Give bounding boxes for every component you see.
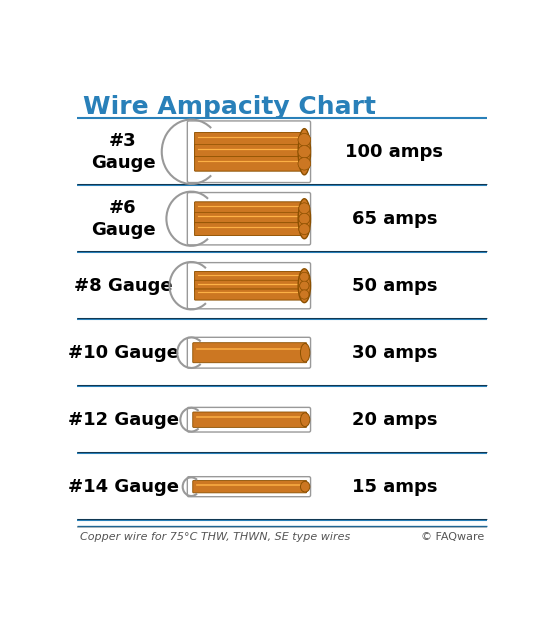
Text: #6
Gauge: #6 Gauge <box>91 198 155 239</box>
FancyBboxPatch shape <box>195 289 305 300</box>
Ellipse shape <box>298 269 311 302</box>
FancyBboxPatch shape <box>192 342 307 362</box>
Circle shape <box>300 281 309 290</box>
Circle shape <box>299 223 310 235</box>
Circle shape <box>300 281 309 290</box>
Text: 100 amps: 100 amps <box>345 143 443 161</box>
Ellipse shape <box>300 481 310 492</box>
FancyBboxPatch shape <box>195 212 305 225</box>
FancyBboxPatch shape <box>192 412 307 428</box>
FancyBboxPatch shape <box>188 193 311 245</box>
FancyBboxPatch shape <box>188 337 311 368</box>
Circle shape <box>299 213 310 224</box>
Circle shape <box>298 133 311 146</box>
Ellipse shape <box>298 128 311 175</box>
FancyBboxPatch shape <box>195 272 305 282</box>
FancyBboxPatch shape <box>195 212 305 225</box>
Circle shape <box>300 272 309 282</box>
FancyBboxPatch shape <box>188 476 311 496</box>
Text: #8 Gauge: #8 Gauge <box>74 277 172 295</box>
FancyBboxPatch shape <box>195 223 305 235</box>
Ellipse shape <box>298 198 311 239</box>
FancyBboxPatch shape <box>195 212 305 225</box>
Text: 15 amps: 15 amps <box>351 478 437 496</box>
FancyBboxPatch shape <box>188 263 311 309</box>
Text: © FAQware: © FAQware <box>421 532 484 542</box>
Text: Copper wire for 75°C THW, THWN, SE type wires: Copper wire for 75°C THW, THWN, SE type … <box>80 532 350 542</box>
Circle shape <box>299 213 310 224</box>
FancyBboxPatch shape <box>188 408 311 432</box>
Circle shape <box>298 133 311 146</box>
Circle shape <box>298 158 311 170</box>
FancyBboxPatch shape <box>195 272 305 282</box>
FancyBboxPatch shape <box>195 156 305 171</box>
FancyBboxPatch shape <box>195 145 305 159</box>
Circle shape <box>298 145 311 158</box>
FancyBboxPatch shape <box>195 133 305 147</box>
FancyBboxPatch shape <box>195 133 305 147</box>
Text: #10 Gauge: #10 Gauge <box>68 344 179 362</box>
Circle shape <box>299 213 310 224</box>
FancyBboxPatch shape <box>195 202 305 215</box>
FancyBboxPatch shape <box>195 156 305 171</box>
Text: #14 Gauge: #14 Gauge <box>68 478 179 496</box>
Circle shape <box>300 290 309 299</box>
FancyBboxPatch shape <box>192 481 307 493</box>
FancyBboxPatch shape <box>195 145 305 159</box>
Ellipse shape <box>300 344 310 362</box>
Text: 30 amps: 30 amps <box>351 344 437 362</box>
Circle shape <box>299 203 310 213</box>
FancyBboxPatch shape <box>195 145 305 159</box>
FancyBboxPatch shape <box>195 280 305 291</box>
FancyBboxPatch shape <box>188 121 311 183</box>
Circle shape <box>298 145 311 158</box>
FancyBboxPatch shape <box>195 280 305 291</box>
Circle shape <box>298 145 311 158</box>
Circle shape <box>298 158 311 170</box>
Circle shape <box>300 290 309 299</box>
Circle shape <box>299 203 310 213</box>
Text: 50 amps: 50 amps <box>351 277 437 295</box>
Text: #3
Gauge: #3 Gauge <box>91 131 155 172</box>
Text: #12 Gauge: #12 Gauge <box>68 411 179 429</box>
Ellipse shape <box>300 413 310 427</box>
Text: 20 amps: 20 amps <box>351 411 437 429</box>
FancyBboxPatch shape <box>195 289 305 300</box>
Circle shape <box>300 281 309 290</box>
Circle shape <box>300 272 309 282</box>
FancyBboxPatch shape <box>195 280 305 291</box>
FancyBboxPatch shape <box>195 223 305 235</box>
Text: Wire Ampacity Chart: Wire Ampacity Chart <box>82 95 376 119</box>
Circle shape <box>299 223 310 235</box>
Text: 65 amps: 65 amps <box>351 210 437 228</box>
FancyBboxPatch shape <box>195 202 305 215</box>
